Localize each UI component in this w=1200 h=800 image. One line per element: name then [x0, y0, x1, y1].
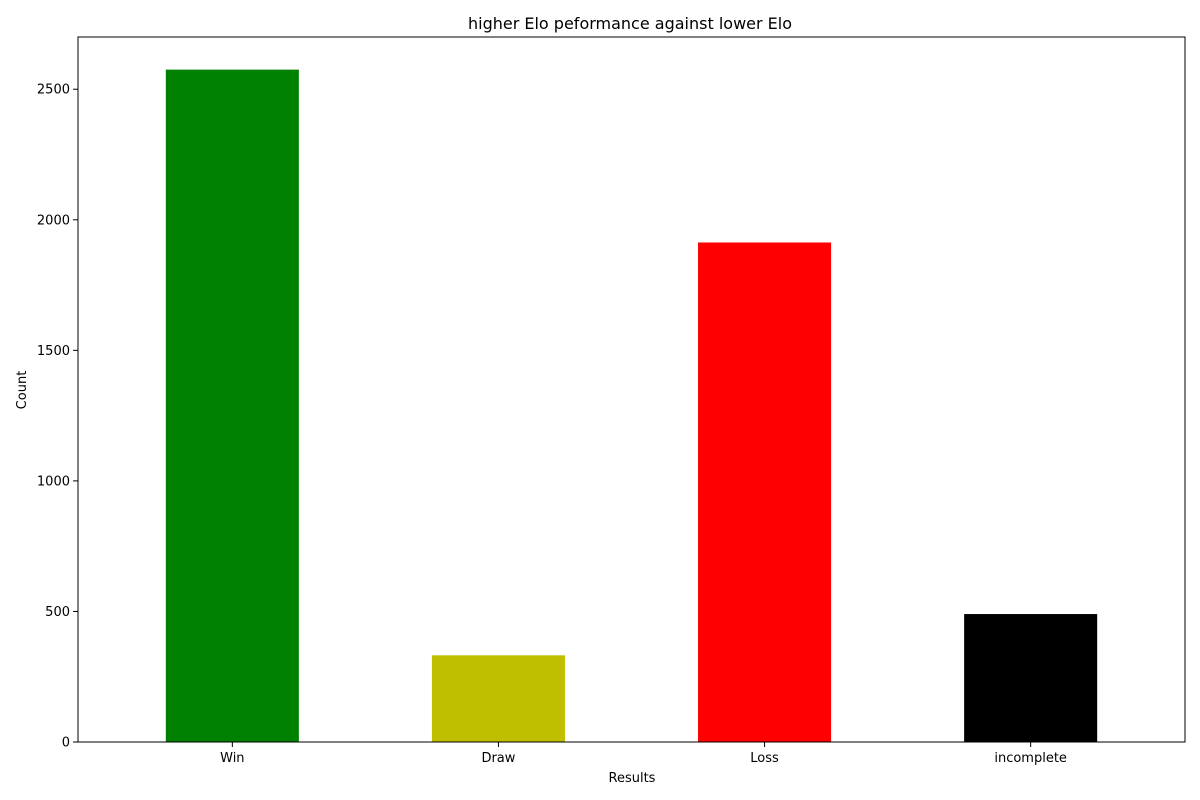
y-tick-label: 0 [62, 736, 70, 751]
plot-frame [77, 36, 1186, 743]
y-axis-ticks: 0 500 1000 1500 2000 2500 [37, 83, 78, 751]
bar-incomplete [964, 614, 1098, 742]
y-tick-label: 2500 [37, 83, 70, 98]
bar-win [165, 69, 299, 742]
y-tick-label: 1500 [37, 344, 70, 359]
y-tick-label: 1000 [37, 474, 70, 489]
x-axis-label: Results [609, 771, 656, 786]
x-axis-ticks: Win Draw Loss incomplete [220, 742, 1067, 766]
y-tick-label: 500 [45, 605, 70, 620]
bar-loss [698, 242, 832, 742]
bar-draw [431, 655, 565, 742]
x-tick-label: Loss [750, 751, 779, 766]
x-tick-label: incomplete [994, 751, 1067, 766]
x-tick-label: Draw [481, 751, 515, 766]
y-tick-label: 2000 [37, 213, 70, 228]
bars-group [165, 69, 1098, 742]
chart-title: higher Elo peformance against lower Elo [468, 14, 792, 33]
y-axis-label: Count [15, 371, 30, 410]
x-tick-label: Win [220, 751, 244, 766]
